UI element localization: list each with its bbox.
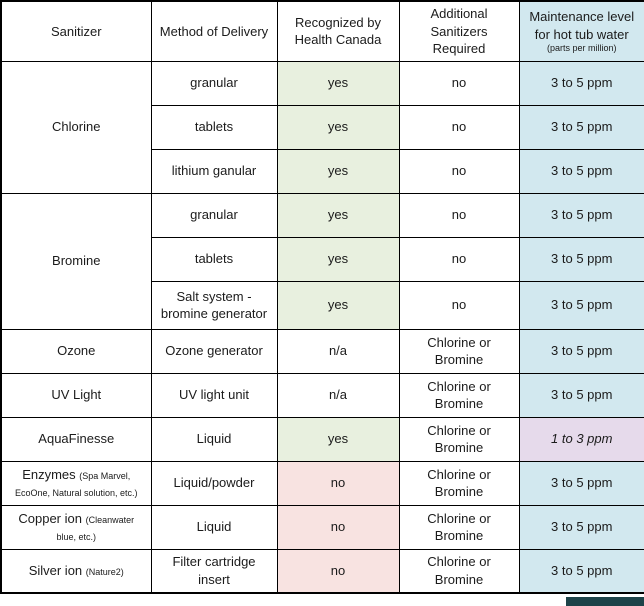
header-recognized-line2: Health Canada — [294, 32, 382, 48]
sanitizer-name: Enzymes — [22, 466, 76, 482]
sanitizer-note: (Spa Marvel, EcoOne, Natural solution, e… — [14, 470, 138, 499]
sanitizer-cell-copper-ion: Copper ion (Cleanwater blue, etc.) — [0, 504, 152, 550]
additional-cell: no — [398, 60, 520, 106]
header-maintenance-line2: for hot tub water — [534, 26, 629, 42]
level-cell: 3 to 5 ppm — [518, 328, 644, 374]
level-cell: 3 to 5 ppm — [518, 148, 644, 194]
recognized-cell: n/a — [276, 328, 400, 374]
additional-cell: no — [398, 236, 520, 282]
additional-cell: Chlorine or Bromine — [398, 328, 520, 374]
recognized-cell: yes — [276, 236, 400, 282]
recognized-cell: yes — [276, 148, 400, 194]
table-row: Chlorine granular yes no 3 to 5 ppm — [0, 60, 644, 194]
sanitizer-name: Bromine — [52, 253, 101, 269]
header-recognized: Recognized by Health Canada — [276, 0, 400, 62]
sanitizer-name: UV Light — [51, 387, 102, 403]
method-cell: granular — [150, 60, 278, 106]
sanitizer-cell-uv-light: UV Light — [0, 372, 152, 418]
sanitizer-name: Ozone — [57, 343, 96, 359]
method-cell: Salt system - bromine generator — [150, 280, 278, 330]
level-cell: 3 to 5 ppm — [518, 60, 644, 106]
method-cell: Liquid — [150, 504, 278, 550]
partial-element-bottom-right — [566, 597, 644, 606]
sanitizer-name: Chlorine — [52, 119, 101, 135]
sanitizer-cell-chlorine: Chlorine — [0, 60, 152, 194]
method-cell: granular — [150, 192, 278, 238]
sanitizer-name: AquaFinesse — [38, 431, 115, 447]
table-row: Silver ion (Nature2) Filter cartridge in… — [0, 548, 644, 594]
sanitizer-note: (Nature2) — [85, 567, 124, 578]
sanitizer-note: (Cleanwater blue, etc.) — [56, 514, 135, 543]
recognized-cell: yes — [276, 60, 400, 106]
sanitizer-name: Silver ion — [28, 563, 83, 579]
table-row: Bromine granular yes no 3 to 5 ppm — [0, 192, 644, 330]
method-cell: Filter cartridge insert — [150, 548, 278, 594]
method-cell: lithium ganular — [150, 148, 278, 194]
additional-cell: Chlorine or Bromine — [398, 416, 520, 462]
additional-cell: no — [398, 192, 520, 238]
level-cell: 3 to 5 ppm — [518, 280, 644, 330]
level-cell: 1 to 3 ppm — [518, 416, 644, 462]
table-row: Salt system - bromine generator yes no 3… — [1, 280, 644, 330]
header-method: Method of Delivery — [150, 0, 278, 62]
header-sanitizer: Sanitizer — [0, 0, 152, 62]
sanitizer-cell-ozone: Ozone — [0, 328, 152, 374]
additional-cell: Chlorine or Bromine — [398, 372, 520, 418]
table-row: Copper ion (Cleanwater blue, etc.) Liqui… — [0, 504, 644, 550]
header-maintenance-sub: (parts per million) — [546, 43, 617, 54]
header-recognized-line1: Recognized by — [295, 14, 381, 30]
recognized-cell: no — [276, 504, 400, 550]
additional-cell: no — [398, 280, 520, 330]
recognized-cell: n/a — [276, 372, 400, 418]
header-row: Sanitizer Method of Delivery Recognized … — [0, 0, 644, 62]
method-cell: UV light unit — [150, 372, 278, 418]
sanitizer-cell-bromine: Bromine — [0, 192, 152, 330]
header-additional-line2: Sanitizers Required — [430, 23, 488, 57]
table-row: Ozone Ozone generator n/a Chlorine or Br… — [0, 328, 644, 374]
method-cell: Ozone generator — [150, 328, 278, 374]
additional-cell: Chlorine or Bromine — [398, 460, 520, 506]
additional-cell: no — [398, 104, 520, 150]
recognized-cell: no — [276, 548, 400, 594]
sanitizer-name: Copper ion — [18, 510, 82, 526]
recognized-cell: yes — [276, 416, 400, 462]
sanitizer-cell-silver-ion: Silver ion (Nature2) — [0, 548, 152, 594]
level-cell: 3 to 5 ppm — [518, 460, 644, 506]
table-row: tablets yes no 3 to 5 ppm — [1, 104, 644, 150]
sanitizer-cell-aquafinesse: AquaFinesse — [0, 416, 152, 462]
recognized-cell: yes — [276, 104, 400, 150]
level-cell: 3 to 5 ppm — [518, 372, 644, 418]
table-row: Enzymes (Spa Marvel, EcoOne, Natural sol… — [0, 460, 644, 506]
header-additional: Additional Sanitizers Required — [398, 0, 520, 62]
method-cell: tablets — [150, 236, 278, 282]
additional-cell: Chlorine or Bromine — [398, 548, 520, 594]
method-cell: Liquid — [150, 416, 278, 462]
header-maintenance-line1: Maintenance level — [529, 9, 635, 25]
level-cell: 3 to 5 ppm — [518, 236, 644, 282]
level-cell: 3 to 5 ppm — [518, 192, 644, 238]
level-cell: 3 to 5 ppm — [518, 504, 644, 550]
table-row: AquaFinesse Liquid yes Chlorine or Bromi… — [0, 416, 644, 462]
recognized-cell: no — [276, 460, 400, 506]
additional-cell: Chlorine or Bromine — [398, 504, 520, 550]
level-cell: 3 to 5 ppm — [518, 548, 644, 594]
table-row: tablets yes no 3 to 5 ppm — [1, 236, 644, 282]
header-maintenance: Maintenance level for hot tub water (par… — [518, 0, 644, 62]
header-additional-line1: Additional — [430, 6, 488, 21]
method-cell: Liquid/powder — [150, 460, 278, 506]
method-cell: tablets — [150, 104, 278, 150]
recognized-cell: yes — [276, 192, 400, 238]
table-row: UV Light UV light unit n/a Chlorine or B… — [0, 372, 644, 418]
table-row: lithium ganular yes no 3 to 5 ppm — [1, 148, 644, 194]
level-cell: 3 to 5 ppm — [518, 104, 644, 150]
sanitizer-cell-enzymes: Enzymes (Spa Marvel, EcoOne, Natural sol… — [0, 460, 152, 506]
recognized-cell: yes — [276, 280, 400, 330]
additional-cell: no — [398, 148, 520, 194]
